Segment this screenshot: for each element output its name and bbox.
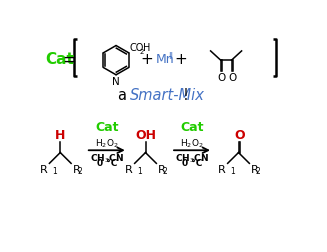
Text: 2: 2	[77, 167, 82, 176]
Text: 0 °C: 0 °C	[96, 158, 117, 167]
Text: a: a	[118, 88, 132, 103]
Text: H: H	[143, 43, 150, 53]
Text: 1: 1	[230, 167, 235, 176]
Text: CH$_3$CN: CH$_3$CN	[175, 151, 209, 164]
Text: O: O	[228, 73, 236, 83]
Text: CH$_3$CN: CH$_3$CN	[90, 151, 124, 164]
Text: II: II	[168, 52, 173, 61]
Text: N: N	[112, 77, 120, 87]
Text: R: R	[251, 165, 259, 174]
Text: Cat: Cat	[95, 121, 118, 134]
Text: R: R	[73, 165, 80, 174]
Text: Mn: Mn	[156, 53, 174, 66]
Text: 2: 2	[140, 48, 144, 54]
Text: CO: CO	[129, 43, 144, 53]
Text: OH: OH	[135, 128, 156, 141]
Text: 2: 2	[163, 167, 167, 176]
Text: O: O	[217, 73, 226, 83]
Text: +: +	[175, 52, 187, 67]
Text: R: R	[158, 165, 166, 174]
Text: H$_2$O$_2$: H$_2$O$_2$	[180, 137, 204, 150]
Text: O: O	[234, 128, 245, 141]
Text: R: R	[40, 165, 48, 174]
Text: 0 °C: 0 °C	[182, 158, 202, 167]
Text: Smart-Mix: Smart-Mix	[130, 88, 205, 103]
Text: Cat: Cat	[180, 121, 204, 134]
Text: R: R	[218, 165, 226, 174]
Text: R: R	[125, 165, 133, 174]
Text: H: H	[55, 128, 65, 141]
Text: !: !	[183, 88, 189, 103]
Text: H$_2$O$_2$: H$_2$O$_2$	[95, 137, 119, 150]
Text: 1: 1	[137, 167, 142, 176]
Text: 1: 1	[52, 167, 57, 176]
Text: +: +	[141, 52, 153, 67]
Text: Cat: Cat	[45, 52, 74, 67]
Text: 2: 2	[255, 167, 260, 176]
Text: =: =	[62, 50, 77, 68]
